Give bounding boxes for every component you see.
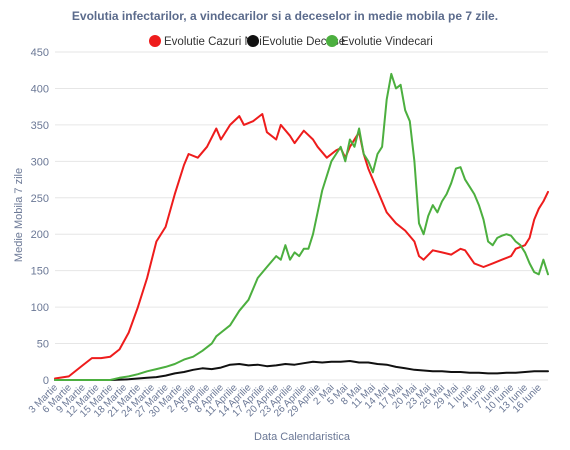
y-tick-label: 100 <box>31 302 49 314</box>
y-tick-label: 400 <box>31 83 49 95</box>
legend-marker <box>149 35 161 47</box>
y-axis-ticks: 0 50 100 150 200 250 300 350 400 450 <box>31 47 49 387</box>
series-line-1 <box>54 360 549 381</box>
legend: Evolutie Cazuri Noi Evolutie DeceseEvolut… <box>149 35 433 48</box>
y-tick-label: 150 <box>31 266 49 278</box>
legend-item-0[interactable]: Evolutie Cazuri Noi <box>149 35 262 48</box>
y-axis-label: Medie Mobila 7 zile <box>13 168 25 262</box>
y-tick-label: 200 <box>31 229 49 241</box>
gridlines <box>55 51 548 381</box>
series-lines <box>54 72 549 381</box>
y-tick-label: 300 <box>31 156 49 168</box>
legend-label: Evolutie Decese <box>262 36 345 48</box>
series-line-0 <box>54 113 549 380</box>
y-tick-label: 0 <box>43 375 49 387</box>
x-axis-label: Data Calendaristica <box>254 431 351 443</box>
legend-marker <box>326 35 338 47</box>
legend-item-1[interactable]: Evolutie Decese <box>247 35 345 48</box>
series-line-2 <box>54 72 549 381</box>
legend-marker <box>247 35 259 47</box>
legend-item-2[interactable]: Evolutie Vindecari <box>326 35 433 48</box>
chart-title: Evolutia infectarilor, a vindecarilor si… <box>72 9 498 23</box>
legend-label: Evolutie Cazuri Noi <box>164 36 262 48</box>
y-tick-label: 250 <box>31 193 49 205</box>
y-tick-label: 350 <box>31 120 49 132</box>
y-tick-label: 450 <box>31 47 49 59</box>
y-tick-label: 50 <box>37 339 49 351</box>
legend-label: Evolutie Vindecari <box>341 36 433 48</box>
